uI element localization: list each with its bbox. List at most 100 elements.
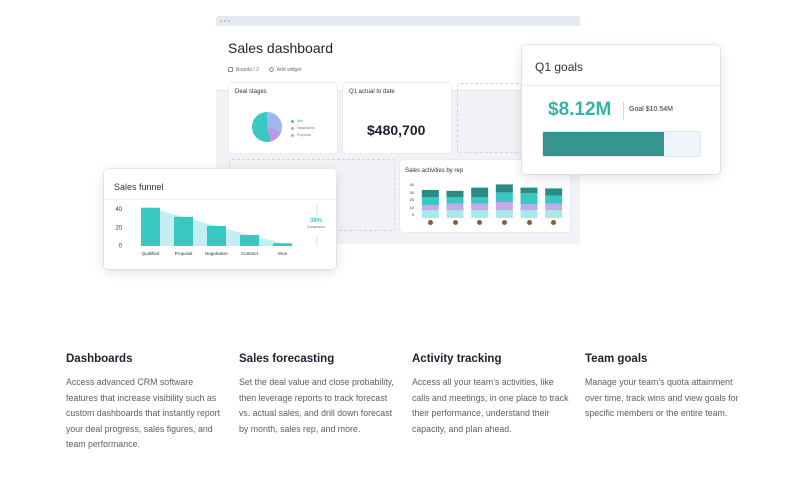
product-illustration: Sales dashboard Boards / 3 Add widget De… (104, 16, 720, 269)
divider (522, 85, 720, 86)
avatar (477, 220, 483, 225)
stacked-bar-segment (545, 188, 563, 196)
feature-dashboards: Dashboards Access advanced CRM software … (66, 351, 226, 453)
stacked-bar-segment (520, 210, 538, 218)
conversion-value: 38% (309, 218, 322, 224)
stacked-bar-segment (471, 210, 489, 218)
stacked-bar-segment (421, 190, 439, 198)
tick-label: 30 (409, 189, 414, 195)
feature-description: Access all your team’s activities, like … (412, 377, 569, 434)
stacked-bar-segment (520, 187, 538, 194)
conversion-annotation: 38% Conversion (301, 218, 331, 229)
avatar (526, 220, 532, 225)
plus-circle-icon (268, 67, 274, 73)
stacked-bar-segment (446, 197, 464, 204)
tick-label: 0 (411, 212, 414, 217)
widget-title: Q1 actual to date (349, 89, 395, 95)
feature-sales-forecasting: Sales forecasting Set the deal value and… (239, 351, 399, 437)
stacked-bar-segment (520, 204, 538, 210)
add-widget-button[interactable]: Add widget (268, 67, 302, 73)
stacked-bar-segment (495, 210, 513, 218)
deal-stages-pie-chart (252, 112, 282, 142)
stacked-bar-segment (421, 197, 439, 206)
category-label: Contract (241, 251, 259, 256)
stacked-bar-segment (545, 195, 563, 204)
funnel-bar (207, 225, 226, 246)
category-label: Won (278, 251, 288, 256)
tick-label: 40 (409, 182, 414, 187)
dashboard-title: Sales dashboard (228, 40, 334, 56)
avatar (427, 220, 433, 225)
funnel-bar (240, 235, 259, 246)
add-widget-label: Add widget (276, 67, 302, 73)
tick-label: 20 (409, 197, 414, 202)
rep-avatars (418, 220, 566, 226)
divider (623, 102, 624, 120)
stacked-bar-segment (471, 203, 489, 210)
feature-title: Dashboards (66, 353, 133, 365)
category-label: Qualified (142, 251, 160, 256)
stacked-bar-segment (471, 187, 489, 198)
widget-title: Sales activities by rep (405, 168, 464, 174)
window-titlebar (216, 16, 580, 26)
stacked-bar-segment (446, 203, 464, 210)
stacked-bar-segment (495, 184, 513, 193)
deal-stages-legend: Win Negotiation Proposal (291, 118, 315, 139)
sales-funnel-chart: 40 20 0 Qualified Proposal Negotiation Contrac… (115, 205, 318, 256)
legend-item: Proposal (291, 132, 315, 139)
stacked-bar-segment (495, 192, 513, 202)
boards-label: Boards / 3 (236, 67, 259, 73)
funnel-bar (273, 243, 292, 246)
y-axis-ticks: 40 30 20 10 0 (402, 181, 414, 219)
feature-title: Team goals (585, 353, 648, 365)
divider (104, 199, 336, 200)
feature-team-goals: Team goals Manage your team’s quota atta… (585, 351, 745, 422)
sales-funnel-card[interactable]: Sales funnel 40 20 0 Qualified Proposal Negot… (104, 169, 336, 269)
feature-description: Manage your team’s quota attainment over… (585, 377, 739, 419)
q1-goals-title: Q1 goals (535, 60, 584, 74)
feature-description: Set the deal value and close probability… (239, 377, 394, 434)
boards-button[interactable]: Boards / 3 (228, 67, 259, 73)
widget-title: Deal stages (235, 89, 267, 95)
dashboard-toolbar: Boards / 3 Add widget (228, 67, 302, 73)
category-label: Proposal (175, 251, 193, 256)
stacked-bar-segment (421, 210, 439, 218)
stacked-bar-segment (446, 190, 464, 198)
q1-actual-value: $480,700 (367, 122, 426, 138)
tick-label: 10 (409, 204, 414, 210)
funnel-bar (141, 207, 160, 246)
deal-stages-widget[interactable]: Deal stages (229, 83, 337, 153)
avatar (501, 220, 507, 225)
stacked-bar-segment (421, 205, 439, 210)
tick-label: 40 (115, 207, 122, 213)
q1-actual-widget[interactable]: Q1 actual to date (343, 83, 451, 153)
tick-label: 20 (115, 225, 122, 231)
avatar (551, 220, 557, 225)
dashboard-header: Sales dashboard Boards / 3 Add widget (216, 26, 580, 90)
q1-goals-card[interactable]: Q1 goals $8.12M Goal $10.54M (522, 45, 720, 174)
board-icon (228, 67, 233, 73)
legend-item: Negotiation (291, 125, 315, 132)
stacked-bar-segment (471, 197, 489, 204)
q1-goals-progress-bar (542, 131, 701, 157)
feature-title: Sales forecasting (239, 353, 335, 365)
stacked-bar-segment (446, 210, 464, 218)
avatar (452, 220, 458, 225)
category-label: Negotiation (205, 251, 228, 256)
sales-activities-chart (421, 184, 563, 218)
progress-fill (543, 132, 664, 156)
tick-label: 0 (119, 244, 123, 250)
stacked-bar-segment (545, 210, 563, 218)
feature-activity-tracking: Activity tracking Access all your team’s… (412, 351, 572, 437)
funnel-bar (174, 216, 193, 246)
stacked-bar-segment (495, 202, 513, 210)
stacked-bar-segment (545, 203, 563, 210)
q1-goals-target: Goal $10.54M (629, 106, 673, 113)
sales-funnel-title: Sales funnel (114, 182, 164, 192)
conversion-label: Conversion (307, 225, 325, 229)
stacked-bar-segment (520, 193, 538, 205)
feature-title: Activity tracking (412, 353, 502, 365)
feature-description: Access advanced CRM software features th… (66, 377, 221, 450)
q1-goals-value: $8.12M (548, 99, 612, 120)
legend-item: Win (291, 118, 315, 125)
